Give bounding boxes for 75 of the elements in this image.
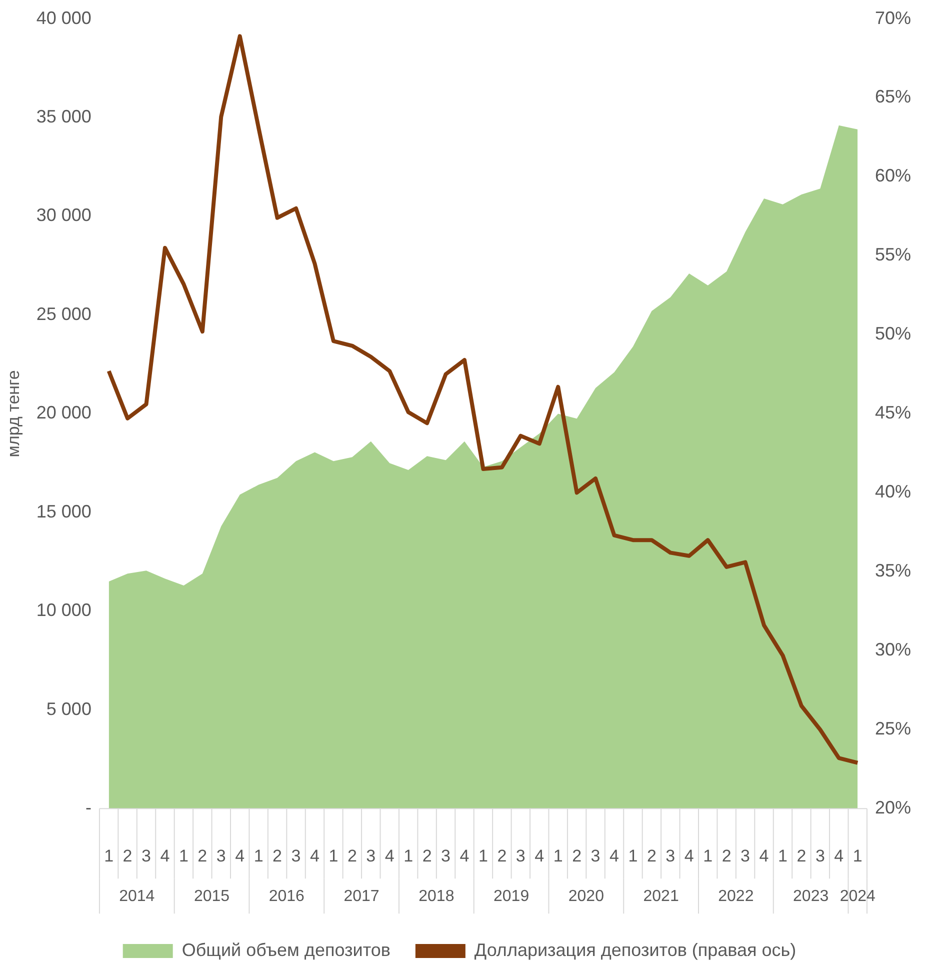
y-tick-label: 35 000 xyxy=(36,106,92,126)
text: 2023 xyxy=(793,888,829,906)
y2-tick-label: 60% xyxy=(874,166,912,186)
x-tick-label: 2 xyxy=(272,846,282,866)
x-tick-label: 2 xyxy=(422,846,432,866)
text: 2019 xyxy=(493,888,530,906)
x-tick-label: 3 xyxy=(441,846,451,866)
text: 2021 xyxy=(643,888,679,906)
x-tick-label: 1 xyxy=(328,846,338,866)
x-tick-label: 3 xyxy=(815,846,825,866)
x-tick-label: 1 xyxy=(178,846,188,866)
text: 2017 xyxy=(344,888,380,906)
x-tick-label: 2 xyxy=(572,846,582,866)
x-tick-label: 1 xyxy=(852,846,862,866)
text: 2018 xyxy=(418,888,454,906)
y-axis-title: млрд тенге xyxy=(4,370,23,458)
y-tick-label: - xyxy=(85,798,92,818)
x-tick-label: 3 xyxy=(216,846,226,866)
text: 2022 xyxy=(718,888,754,906)
x-tick-label: 1 xyxy=(703,846,713,866)
x-tick-label: 4 xyxy=(834,846,844,866)
x-tick-label: 4 xyxy=(384,846,394,866)
x-tick-label: 1 xyxy=(478,846,488,866)
x-tick-label: 1 xyxy=(254,846,264,866)
y2-tick-label: 50% xyxy=(874,324,912,344)
x-tick-label: 4 xyxy=(310,846,320,866)
x-tick-label: 3 xyxy=(366,846,376,866)
x-tick-label: 4 xyxy=(460,846,470,866)
y2-tick-label: 25% xyxy=(874,718,912,739)
x-tick-label: 3 xyxy=(590,846,600,866)
y2-tick-label: 20% xyxy=(874,798,912,818)
y-tick-label: 40 000 xyxy=(36,8,92,28)
x-tick-label: 2 xyxy=(198,846,208,866)
y-tick-label: 10 000 xyxy=(36,600,92,620)
x-tick-label: 2 xyxy=(497,846,507,866)
legend-label: Долларизация депозитов (правая ось) xyxy=(474,940,796,960)
y2-tick-label: 45% xyxy=(874,402,912,423)
text: 2016 xyxy=(268,888,305,906)
x-tick-label: 1 xyxy=(553,846,563,866)
text: 2024 xyxy=(840,888,876,906)
y-tick-label: 20 000 xyxy=(36,402,92,423)
x-tick-label: 3 xyxy=(516,846,526,866)
x-tick-label: 3 xyxy=(740,846,750,866)
x-tick-label: 3 xyxy=(291,846,301,866)
y-tick-label: 25 000 xyxy=(36,304,92,324)
x-tick-label: 1 xyxy=(778,846,788,866)
x-tick-label: 2 xyxy=(347,846,357,866)
y2-tick-label: 70% xyxy=(874,8,912,28)
x-tick-label: 2 xyxy=(122,846,132,866)
x-tick-label: 4 xyxy=(534,846,544,866)
x-tick-label: 1 xyxy=(404,846,414,866)
y-tick-label: 15 000 xyxy=(36,501,92,522)
text: 2015 xyxy=(194,888,230,906)
x-tick-label: 3 xyxy=(142,846,151,866)
x-tick-label: 4 xyxy=(684,846,694,866)
x-tick-label: 4 xyxy=(610,846,619,866)
text: 2020 xyxy=(568,888,604,906)
legend-label: Общий объем депозитов xyxy=(182,940,390,960)
y2-tick-label: 30% xyxy=(874,640,912,660)
x-tick-label: 3 xyxy=(666,846,676,866)
x-tick-label: 4 xyxy=(160,846,170,866)
x-tick-label: 1 xyxy=(628,846,638,866)
y2-tick-label: 40% xyxy=(874,482,912,502)
x-tick-label: 1 xyxy=(104,846,114,866)
y-tick-label: 30 000 xyxy=(36,205,92,226)
x-tick-label: 4 xyxy=(235,846,245,866)
y2-tick-label: 65% xyxy=(874,86,912,107)
x-tick-label: 2 xyxy=(722,846,732,866)
x-tick-label: 2 xyxy=(646,846,656,866)
y2-tick-label: 55% xyxy=(874,244,912,265)
text: 2014 xyxy=(119,888,155,906)
x-tick-label: 2 xyxy=(796,846,806,866)
x-tick-label: 4 xyxy=(759,846,769,866)
y-tick-label: 5 000 xyxy=(46,698,92,719)
y2-tick-label: 35% xyxy=(874,560,912,581)
